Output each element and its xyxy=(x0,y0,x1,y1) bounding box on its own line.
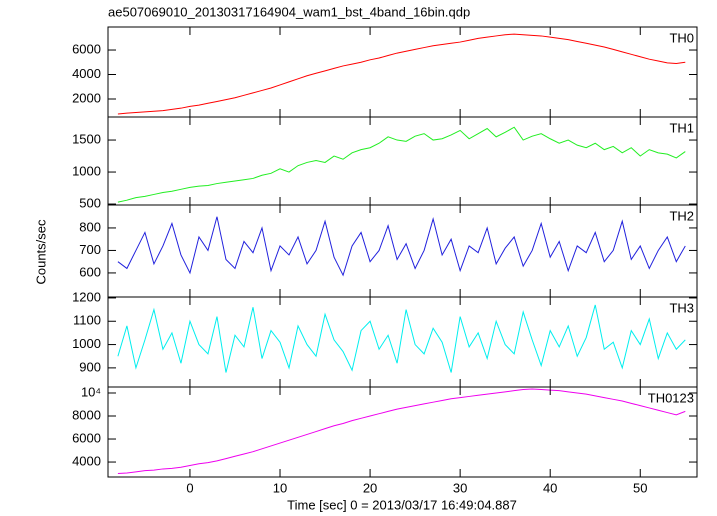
y-tick-label: 4000 xyxy=(72,66,101,81)
panel-label: TH2 xyxy=(669,208,694,223)
x-tick-label: 0 xyxy=(186,480,193,495)
panel-frame xyxy=(107,386,698,478)
x-tick-label: 30 xyxy=(453,480,467,495)
y-tick-label: 1200 xyxy=(72,289,101,304)
y-tick-label: 1500 xyxy=(72,131,101,146)
panel-label: TH0123 xyxy=(648,390,694,405)
y-tick-label: 2000 xyxy=(72,90,101,105)
x-tick-label: 20 xyxy=(363,480,377,495)
y-tick-label: 500 xyxy=(79,195,101,210)
panel-frame xyxy=(107,204,698,298)
panel-label: TH3 xyxy=(669,300,694,315)
data-line xyxy=(117,126,686,203)
data-line xyxy=(117,304,686,373)
data-line xyxy=(117,216,686,277)
panel-frame xyxy=(107,116,698,206)
panel-frame xyxy=(107,296,698,388)
y-tick-label: 4000 xyxy=(72,453,101,468)
x-tick-label: 10 xyxy=(273,480,287,495)
chart-title: ae507069010_20130317164904_wam1_bst_4ban… xyxy=(108,4,470,19)
y-tick-label: 600 xyxy=(79,264,101,279)
panel-label: TH1 xyxy=(669,120,694,135)
y-tick-label: 900 xyxy=(79,359,101,374)
y-tick-label: 800 xyxy=(79,219,101,234)
y-tick-label: 10⁴ xyxy=(81,384,101,399)
x-axis-label: Time [sec] 0 = 2013/03/17 16:49:04.887 xyxy=(287,497,517,512)
y-axis-label: Counts/sec xyxy=(33,219,48,285)
panel-frame xyxy=(107,26,698,118)
y-tick-label: 1100 xyxy=(73,313,101,328)
y-tick-label: 6000 xyxy=(72,41,101,56)
y-tick-label: 1000 xyxy=(72,163,101,178)
data-line xyxy=(117,33,686,115)
y-tick-label: 700 xyxy=(79,242,101,257)
x-tick-label: 40 xyxy=(543,480,557,495)
x-tick-label: 50 xyxy=(633,480,647,495)
y-tick-label: 1000 xyxy=(72,336,101,351)
panel-label: TH0 xyxy=(669,30,694,45)
y-tick-label: 8000 xyxy=(72,407,101,422)
data-line xyxy=(117,388,686,475)
y-tick-label: 6000 xyxy=(72,430,101,445)
